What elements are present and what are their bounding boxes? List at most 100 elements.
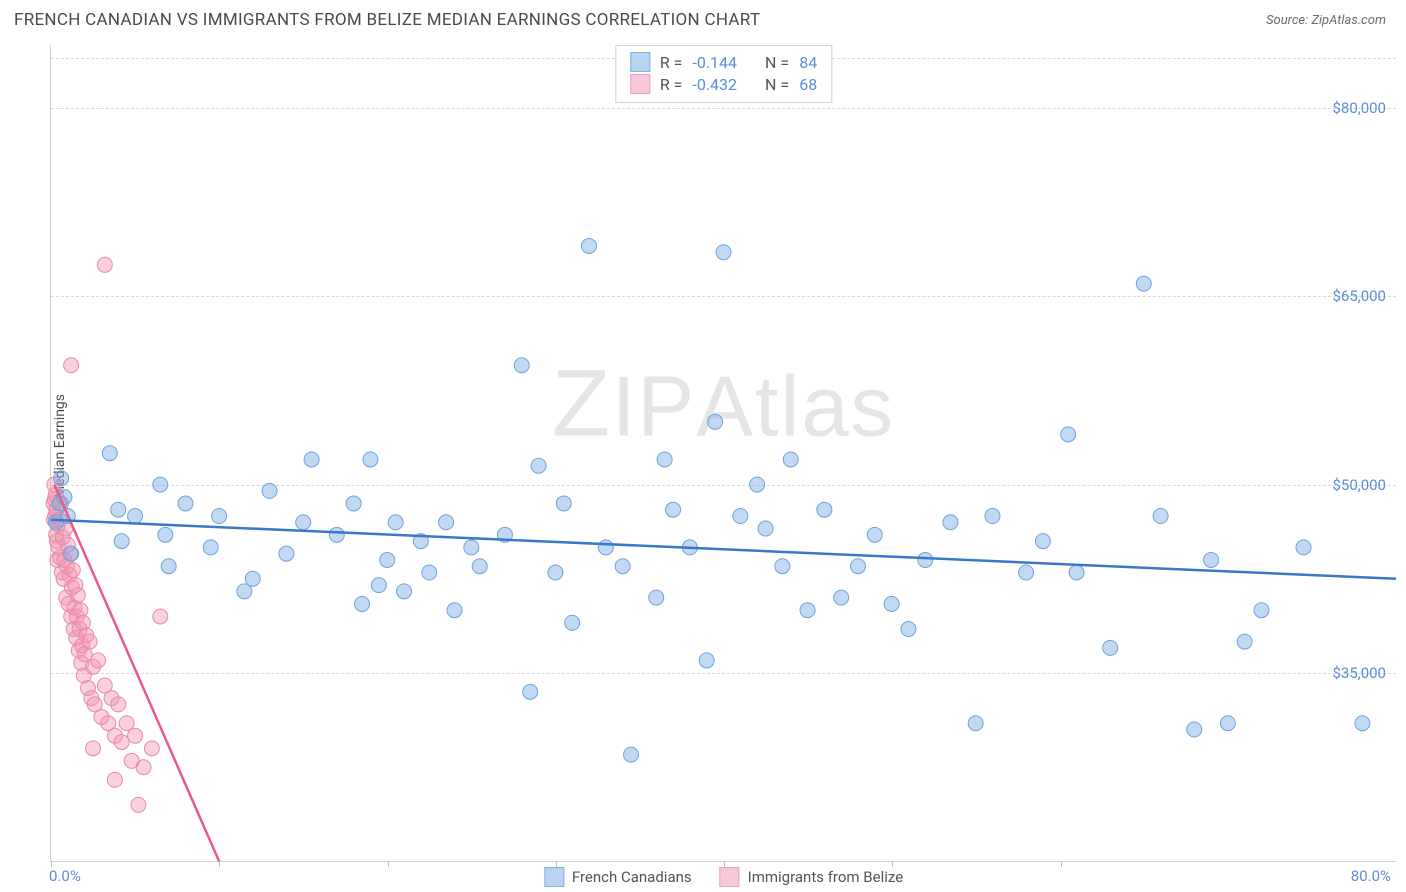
plot-area: $35,000$50,000$65,000$80,000 ZIPAtlas R … <box>50 45 1396 862</box>
data-point <box>708 414 723 429</box>
data-point <box>598 540 613 555</box>
data-point <box>422 565 437 580</box>
data-point <box>657 452 672 467</box>
data-point <box>531 458 546 473</box>
data-point <box>800 603 815 618</box>
data-point <box>363 452 378 467</box>
data-point <box>649 590 664 605</box>
data-point <box>968 716 983 731</box>
data-point <box>783 452 798 467</box>
data-point <box>733 508 748 523</box>
scatter-plot <box>51 45 1396 861</box>
data-point <box>565 615 580 630</box>
data-point <box>1019 565 1034 580</box>
swatch-blue <box>630 52 650 72</box>
data-point <box>1355 716 1370 731</box>
data-point <box>918 552 933 567</box>
data-point <box>1061 427 1076 442</box>
data-point <box>666 502 681 517</box>
data-point <box>850 559 865 574</box>
data-point <box>1254 603 1269 618</box>
data-point <box>64 358 79 373</box>
data-point <box>1035 534 1050 549</box>
data-point <box>97 257 112 272</box>
data-point <box>884 596 899 611</box>
data-point <box>1069 565 1084 580</box>
data-point <box>279 546 294 561</box>
data-point <box>128 508 143 523</box>
data-point <box>1187 722 1202 737</box>
data-point <box>212 508 227 523</box>
data-point <box>161 559 176 574</box>
data-point <box>346 496 361 511</box>
data-point <box>556 496 571 511</box>
data-point <box>1237 634 1252 649</box>
data-point <box>388 515 403 530</box>
data-point <box>901 622 916 637</box>
legend-item-blue: French Canadians <box>544 867 692 887</box>
data-point <box>64 546 79 561</box>
legend-label: French Canadians <box>572 868 692 886</box>
data-point <box>131 797 146 812</box>
data-point <box>70 588 85 603</box>
data-point <box>464 540 479 555</box>
data-point <box>1103 640 1118 655</box>
data-point <box>86 741 101 756</box>
legend-label: Immigrants from Belize <box>748 868 904 886</box>
source-attribution: Source: ZipAtlas.com <box>1266 13 1386 28</box>
data-point <box>329 527 344 542</box>
swatch-pink <box>720 867 740 887</box>
data-point <box>447 603 462 618</box>
data-point <box>296 515 311 530</box>
chart-title: FRENCH CANADIAN VS IMMIGRANTS FROM BELIZ… <box>14 10 760 30</box>
x-axis-max: 80.0% <box>1351 867 1391 885</box>
data-point <box>144 741 159 756</box>
chart-header: FRENCH CANADIAN VS IMMIGRANTS FROM BELIZ… <box>0 0 1406 38</box>
data-point <box>943 515 958 530</box>
data-point <box>548 565 563 580</box>
data-point <box>178 496 193 511</box>
data-point <box>111 502 126 517</box>
data-point <box>262 483 277 498</box>
correlation-legend: R = -0.144 N = 84 R = -0.432 N = 68 <box>615 45 832 103</box>
data-point <box>1136 276 1151 291</box>
data-point <box>153 477 168 492</box>
data-point <box>867 527 882 542</box>
data-point <box>397 584 412 599</box>
data-point <box>102 446 117 461</box>
data-point <box>91 653 106 668</box>
data-point <box>472 559 487 574</box>
x-axis-min: 0.0% <box>49 867 81 885</box>
data-point <box>716 245 731 260</box>
data-point <box>114 735 129 750</box>
data-point <box>834 590 849 605</box>
legend-row-pink: R = -0.432 N = 68 <box>630 74 817 94</box>
data-point <box>54 471 69 486</box>
data-point <box>750 477 765 492</box>
data-point <box>158 527 173 542</box>
data-point <box>107 772 122 787</box>
swatch-blue <box>544 867 564 887</box>
data-point <box>65 563 80 578</box>
data-point <box>136 760 151 775</box>
data-point <box>699 653 714 668</box>
data-point <box>1220 716 1235 731</box>
data-point <box>1204 552 1219 567</box>
data-point <box>624 747 639 762</box>
legend-row-blue: R = -0.144 N = 84 <box>630 52 817 72</box>
data-point <box>245 571 260 586</box>
series-legend: French Canadians Immigrants from Belize <box>544 867 903 887</box>
data-point <box>203 540 218 555</box>
data-point <box>355 596 370 611</box>
data-point <box>111 697 126 712</box>
data-point <box>615 559 630 574</box>
data-point <box>114 534 129 549</box>
data-point <box>758 521 773 536</box>
data-point <box>439 515 454 530</box>
data-point <box>304 452 319 467</box>
trend-line <box>51 520 1396 579</box>
data-point <box>128 728 143 743</box>
data-point <box>1153 508 1168 523</box>
legend-item-pink: Immigrants from Belize <box>720 867 904 887</box>
data-point <box>985 508 1000 523</box>
